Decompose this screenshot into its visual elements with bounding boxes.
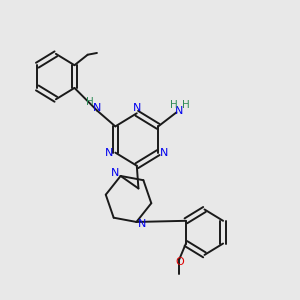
Text: N: N [110, 168, 119, 178]
Text: N: N [160, 148, 168, 158]
Text: N: N [175, 106, 183, 116]
Text: N: N [105, 148, 114, 158]
Text: O: O [175, 257, 184, 267]
Text: N: N [133, 103, 141, 113]
Text: N: N [138, 219, 147, 229]
Text: N: N [93, 103, 101, 113]
Text: H: H [170, 100, 178, 110]
Text: H: H [86, 97, 94, 107]
Text: H: H [182, 100, 190, 110]
